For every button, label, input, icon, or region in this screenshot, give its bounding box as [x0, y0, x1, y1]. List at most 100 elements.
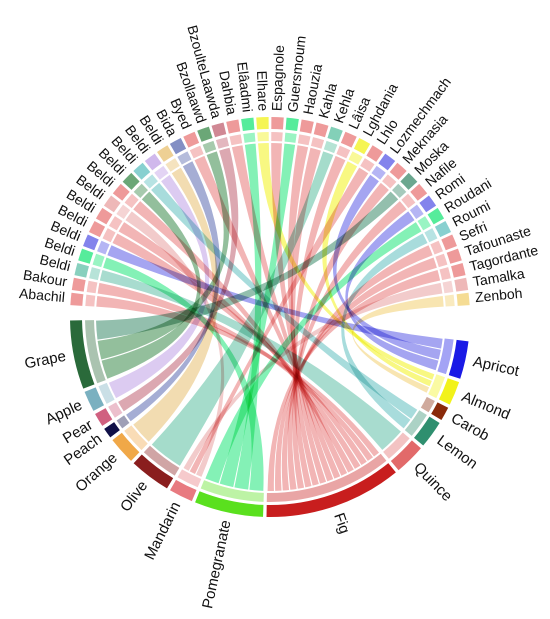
variety-outer-arc-beldi-2	[74, 263, 89, 278]
fruit-outer-arc-grape	[70, 320, 95, 389]
variety-outer-arc-beldi-11	[144, 153, 162, 171]
fruit-inner-arc-quince	[383, 432, 410, 459]
variety-outer-arc-bzoultelaawda-16	[211, 122, 227, 138]
variety-inner-arc-tafounaste-36	[435, 253, 448, 268]
fruit-inner-arc-carob	[420, 396, 435, 413]
variety-outer-arc-l-isa-25	[340, 131, 357, 148]
variety-inner-arc-beldi-3	[92, 253, 105, 268]
variety-inner-arc-bakour-1	[86, 280, 98, 294]
variety-inner-arc-bida-13	[177, 151, 192, 165]
fruit-label-grape: Grape	[23, 348, 67, 373]
variety-outer-arc-moska-30	[400, 172, 418, 190]
variety-inner-arc-romi-32	[409, 204, 424, 219]
fruit-inner-arc-mandarin	[177, 469, 202, 488]
fruit-outer-arc-olive	[133, 454, 174, 489]
inner-arc-layer	[85, 132, 455, 503]
variety-inner-arc-beldi-6	[108, 216, 123, 231]
chord-el-admi-to-pomegranate-18	[234, 143, 262, 490]
variety-inner-arc-beldi-10	[143, 174, 158, 189]
variety-outer-arc-romi-32	[419, 195, 437, 213]
variety-inner-arc-beldi-5	[102, 228, 116, 243]
variety-outer-arc-nafile-31	[410, 183, 428, 201]
fruit-label-olive: Olive	[117, 478, 151, 516]
fruit-label-quince: Quince	[410, 459, 455, 505]
variety-outer-arc-bida-13	[169, 138, 187, 155]
variety-inner-arc-guersmoum-21	[284, 132, 297, 143]
fruit-inner-arc-pomegranate	[200, 480, 264, 502]
variety-inner-arc-beldi-2	[89, 267, 101, 281]
variety-outer-arc-dahbia-17	[226, 119, 241, 134]
variety-inner-arc-moska-30	[392, 183, 407, 198]
chord-l-isa-to-fig-25	[292, 155, 346, 488]
variety-outer-arc-guersmoum-21	[285, 117, 299, 131]
variety-label-el-admi-18: Elâadmi	[234, 61, 256, 113]
fruit-outer-arc-apple	[84, 387, 105, 411]
variety-outer-arc-haouzia-22	[299, 119, 314, 134]
variety-inner-arc-dahbia-17	[229, 134, 243, 146]
outer-arc-layer	[70, 117, 470, 517]
chord-lghdania-to-almond-26	[322, 161, 432, 387]
fruit-outer-arc-pomegranate	[195, 491, 264, 517]
variety-inner-arc-byed-14	[189, 145, 204, 159]
variety-outer-arc-byed-14	[183, 131, 200, 148]
variety-inner-arc-beldi-7	[116, 204, 131, 219]
chord-zenboh-to-almond-39	[352, 295, 444, 393]
fruit-outer-arc-quince	[390, 440, 421, 471]
chord-beldi-to-apricot-4	[107, 245, 443, 349]
fruit-inner-arc-apricot	[437, 338, 454, 375]
variety-inner-arc-espagnole-20	[271, 132, 283, 142]
variety-outer-arc-el-admi-18	[241, 117, 255, 131]
variety-outer-arc-kahla-23	[313, 122, 329, 138]
variety-inner-arc-nafile-31	[401, 193, 416, 209]
fruit-outer-arc-peach	[104, 422, 120, 438]
variety-outer-arc-abachil-0	[70, 292, 84, 306]
variety-outer-arc-beldi-6	[95, 207, 113, 225]
variety-outer-arc-beldi-12	[157, 145, 174, 162]
variety-inner-arc-tagordante-37	[439, 267, 451, 281]
chord-tafounaste-to-fig-36	[275, 257, 437, 491]
chord-beldi-to-pomegranate-3	[103, 257, 264, 491]
fruit-label-fig: Fig	[330, 511, 353, 536]
variety-inner-arc-roudani-33	[417, 216, 432, 231]
chord-nafile-to-fig-31	[287, 201, 407, 490]
variety-inner-arc-elhare-19	[257, 132, 269, 142]
chord-beldi-to-lemon-10	[151, 182, 418, 419]
variety-inner-arc-abachil-0	[85, 294, 96, 307]
variety-outer-arc-lhlo-27	[366, 145, 383, 162]
chord-dahbia-to-fig-17	[231, 145, 341, 479]
variety-label-zenboh-39: Zenboh	[474, 285, 523, 305]
variety-label-beldi-2: Beldi	[38, 251, 72, 274]
fruit-inner-arc-grape	[85, 320, 106, 384]
chord-romi-to-apricot-32	[345, 211, 439, 371]
variety-outer-arc-elhare-19	[256, 117, 269, 130]
variety-inner-arc-beldi-9	[133, 183, 148, 198]
variety-inner-arc-bzollaawd-15	[202, 140, 217, 154]
variety-outer-arc-roudani-33	[427, 207, 445, 225]
variety-outer-arc-lozmechmach-28	[378, 153, 396, 171]
variety-inner-arc-haouzia-22	[297, 134, 311, 146]
fruit-inner-arc-pear	[108, 402, 123, 418]
variety-outer-arc-beldi-10	[133, 162, 151, 180]
chord-layer	[96, 143, 444, 491]
variety-outer-arc-kehla-24	[327, 126, 343, 142]
variety-inner-arc-el-admi-18	[243, 132, 256, 143]
fruit-inner-arc-lemon	[404, 410, 427, 436]
fruit-outer-arc-mandarin	[170, 479, 197, 502]
variety-outer-arc-tagordante-37	[451, 263, 466, 278]
variety-outer-arc-beldi-5	[88, 220, 106, 238]
variety-label-abachil-0: Abachil	[19, 285, 66, 305]
variety-inner-arc-beldi-12	[165, 158, 180, 172]
variety-inner-arc-lghdania-26	[348, 151, 363, 165]
variety-inner-arc-lhlo-27	[360, 158, 375, 172]
fruit-outer-arc-lemon	[414, 416, 440, 446]
fruit-label-mandarin: Mandarin	[141, 499, 184, 563]
variety-outer-arc-zenboh-39	[456, 292, 470, 306]
variety-inner-arc-tamalka-38	[442, 280, 454, 294]
chord-guersmoum-to-pomegranate-21	[219, 143, 296, 488]
variety-inner-arc-kahla-23	[310, 137, 325, 149]
fruit-label-apricot: Apricot	[471, 353, 521, 380]
chord-roudani-to-pomegranate-33	[205, 222, 422, 484]
variety-inner-arc-zenboh-39	[444, 294, 455, 307]
variety-inner-arc-beldi-4	[97, 240, 110, 255]
